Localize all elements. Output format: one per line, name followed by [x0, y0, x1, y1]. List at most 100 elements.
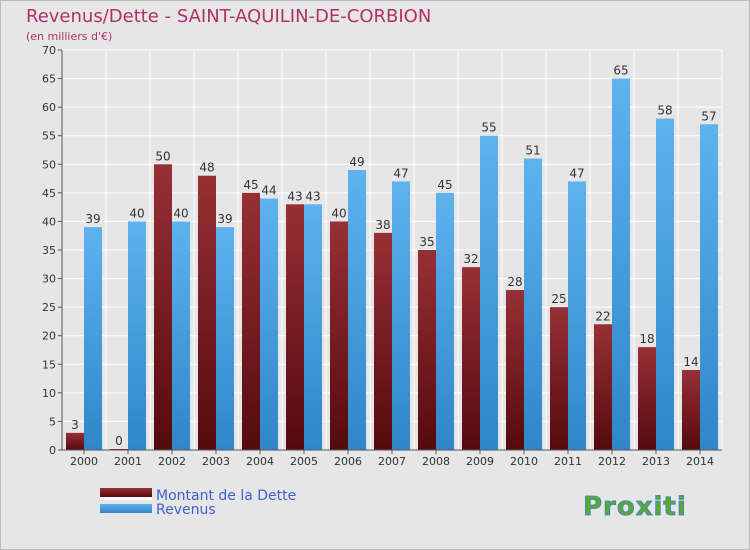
data-label-dette: 25	[551, 292, 566, 306]
y-tick-label: 40	[42, 215, 56, 228]
data-label-revenus: 58	[657, 104, 672, 118]
data-label-dette: 45	[243, 178, 258, 192]
x-tick-label: 2014	[686, 455, 714, 468]
bar-dette	[198, 175, 216, 450]
legend-label-revenus: Revenus	[156, 502, 216, 518]
y-tick-label: 50	[42, 158, 56, 171]
legend-label-debt: Montant de la Dette	[156, 488, 296, 504]
y-tick-label: 0	[49, 444, 56, 457]
x-tick-label: 2000	[70, 455, 98, 468]
y-axis-ticks: 0 5 10 15 20 25 30 35 40 45 50 55 60 65 70	[42, 44, 62, 457]
data-label-revenus: 44	[261, 184, 276, 198]
x-tick-label: 2002	[158, 455, 186, 468]
bar-revenus	[172, 221, 190, 450]
bar-dette	[682, 370, 700, 450]
data-label-dette: 14	[683, 355, 698, 369]
data-label-revenus: 43	[305, 189, 320, 203]
data-label-revenus: 57	[701, 109, 716, 123]
y-tick-label: 45	[42, 187, 56, 200]
bar-dette	[594, 324, 612, 450]
bar-revenus	[392, 181, 410, 450]
x-tick-label: 2010	[510, 455, 538, 468]
bar-revenus	[568, 181, 586, 450]
y-tick-label: 35	[42, 244, 56, 257]
data-label-dette: 32	[463, 252, 478, 266]
y-tick-label: 60	[42, 101, 56, 114]
bar-dette	[462, 267, 480, 450]
x-tick-label: 2007	[378, 455, 406, 468]
x-tick-label: 2003	[202, 455, 230, 468]
legend-swatch-debt	[100, 488, 152, 497]
y-tick-label: 25	[42, 301, 56, 314]
bar-revenus	[612, 78, 630, 451]
x-tick-label: 2006	[334, 455, 362, 468]
y-tick-label: 65	[42, 73, 56, 86]
x-tick-label: 2013	[642, 455, 670, 468]
bar-revenus	[700, 124, 718, 451]
logo-text: Proxiti	[583, 492, 687, 522]
bar-revenus	[656, 118, 674, 451]
chart-title: Revenus/Dette - SAINT-AQUILIN-DE-CORBION	[26, 6, 431, 27]
bar-dette	[66, 432, 84, 450]
legend-swatch-revenus	[100, 504, 152, 513]
chart-subtitle: (en milliers d'€)	[26, 30, 112, 43]
bar-dette	[506, 290, 524, 450]
bar-revenus	[436, 192, 454, 450]
bar-dette	[418, 250, 436, 450]
x-tick-label: 2008	[422, 455, 450, 468]
x-tick-label: 2005	[290, 455, 318, 468]
y-tick-label: 70	[42, 44, 56, 57]
data-label-dette: 50	[155, 149, 170, 163]
data-label-revenus: 49	[349, 155, 364, 169]
data-label-revenus: 47	[393, 166, 408, 180]
x-tick-label: 2004	[246, 455, 274, 468]
data-label-dette: 35	[419, 235, 434, 249]
y-tick-label: 10	[42, 387, 56, 400]
x-tick-label: 2011	[554, 455, 582, 468]
x-axis-ticks: 2000 2001 2002 2003 2004 2005 2006 2007 2008 2009…	[70, 450, 714, 468]
data-label-revenus: 40	[129, 206, 144, 220]
data-label-revenus: 45	[437, 178, 452, 192]
bar-revenus	[260, 198, 278, 450]
x-tick-label: 2012	[598, 455, 626, 468]
data-label-dette: 3	[71, 418, 79, 432]
data-label-revenus: 65	[613, 64, 628, 78]
y-tick-label: 5	[49, 415, 56, 428]
y-tick-label: 20	[42, 330, 56, 343]
bar-revenus	[128, 221, 146, 450]
data-label-revenus: 55	[481, 121, 496, 135]
data-label-revenus: 39	[217, 212, 232, 226]
data-label-revenus: 47	[569, 166, 584, 180]
bar-revenus	[348, 170, 366, 450]
y-tick-label: 30	[42, 273, 56, 286]
data-label-dette: 40	[331, 206, 346, 220]
bar-dette	[330, 221, 348, 450]
bar-dette	[154, 164, 172, 451]
bar-dette	[638, 347, 656, 450]
data-label-dette: 0	[115, 434, 123, 448]
bar-dette	[286, 204, 304, 450]
y-tick-label: 15	[42, 358, 56, 371]
bar-revenus	[304, 204, 322, 450]
data-label-revenus: 51	[525, 144, 540, 158]
bar-dette	[242, 192, 260, 450]
data-label-revenus: 40	[173, 206, 188, 220]
bar-revenus	[216, 227, 234, 450]
bar-revenus	[480, 135, 498, 450]
legend: Montant de la Dette Revenus	[100, 488, 296, 518]
data-label-dette: 28	[507, 275, 522, 289]
bar-revenus	[84, 227, 102, 450]
x-tick-label: 2009	[466, 455, 494, 468]
y-tick-label: 55	[42, 130, 56, 143]
bar-dette	[550, 307, 568, 450]
data-label-dette: 48	[199, 161, 214, 175]
bar-dette	[374, 232, 392, 450]
proxiti-logo: Proxiti	[583, 492, 687, 523]
data-label-dette: 38	[375, 218, 390, 232]
bar-revenus	[524, 158, 542, 451]
data-label-revenus: 39	[85, 212, 100, 226]
axes	[61, 50, 722, 451]
x-tick-label: 2001	[114, 455, 142, 468]
